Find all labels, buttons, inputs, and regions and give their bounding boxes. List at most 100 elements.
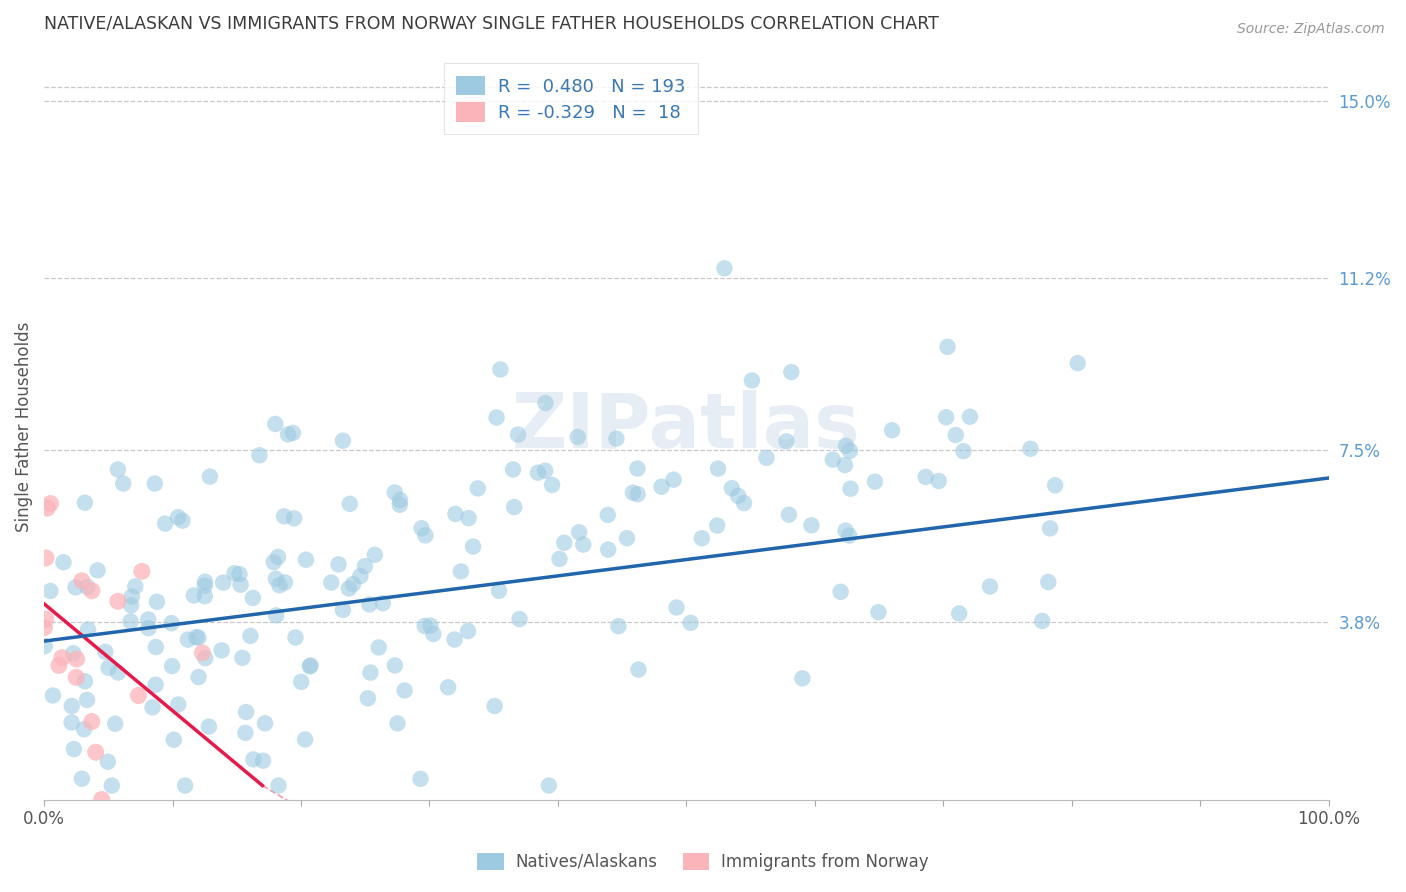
Point xyxy=(839,482,862,496)
Point xyxy=(1019,442,1042,456)
Point xyxy=(145,678,167,692)
Point xyxy=(1043,478,1066,492)
Point xyxy=(146,595,169,609)
Legend: R =  0.480   N = 193, R = -0.329   N =  18: R = 0.480 N = 193, R = -0.329 N = 18 xyxy=(443,63,697,135)
Point xyxy=(298,659,321,673)
Point xyxy=(627,663,650,677)
Point xyxy=(1066,356,1088,370)
Point xyxy=(457,624,479,638)
Point xyxy=(294,732,316,747)
Point xyxy=(145,640,167,654)
Point xyxy=(1039,521,1062,535)
Point xyxy=(283,511,305,525)
Point xyxy=(107,462,129,476)
Point xyxy=(359,665,381,680)
Point xyxy=(419,618,441,632)
Point xyxy=(1031,614,1053,628)
Point xyxy=(273,509,295,524)
Point xyxy=(194,589,217,603)
Point xyxy=(509,612,531,626)
Point xyxy=(60,698,83,713)
Point xyxy=(65,652,87,666)
Point xyxy=(124,579,146,593)
Point xyxy=(935,410,957,425)
Point xyxy=(198,469,221,483)
Point xyxy=(413,619,436,633)
Point xyxy=(800,518,823,533)
Point xyxy=(167,698,190,712)
Point xyxy=(337,582,360,596)
Point xyxy=(936,340,959,354)
Point xyxy=(959,409,981,424)
Point xyxy=(502,462,524,476)
Point xyxy=(713,261,735,276)
Point xyxy=(34,620,56,634)
Point xyxy=(979,579,1001,593)
Point xyxy=(948,607,970,621)
Point xyxy=(264,608,287,623)
Point xyxy=(359,598,381,612)
Point xyxy=(415,528,437,542)
Point xyxy=(755,450,778,465)
Point xyxy=(1038,574,1060,589)
Point xyxy=(411,521,433,535)
Point xyxy=(616,531,638,545)
Point xyxy=(37,501,59,516)
Point xyxy=(172,514,194,528)
Point xyxy=(838,528,860,542)
Point xyxy=(242,591,264,605)
Point xyxy=(211,643,233,657)
Point xyxy=(488,583,510,598)
Point xyxy=(233,726,256,740)
Point xyxy=(952,444,974,458)
Point xyxy=(274,575,297,590)
Point xyxy=(679,615,702,630)
Point xyxy=(73,722,96,736)
Point xyxy=(228,567,250,582)
Point xyxy=(264,417,287,431)
Point xyxy=(394,683,416,698)
Point xyxy=(707,461,730,475)
Point xyxy=(835,439,858,453)
Point xyxy=(160,659,183,673)
Y-axis label: Single Father Households: Single Father Households xyxy=(15,322,32,532)
Point xyxy=(242,752,264,766)
Point xyxy=(174,779,197,793)
Point xyxy=(51,650,73,665)
Point xyxy=(443,632,465,647)
Point xyxy=(357,691,380,706)
Point xyxy=(422,627,444,641)
Point xyxy=(264,572,287,586)
Point xyxy=(349,569,371,583)
Point xyxy=(138,621,160,635)
Point xyxy=(191,646,214,660)
Point xyxy=(60,715,83,730)
Point xyxy=(621,485,644,500)
Point xyxy=(665,600,688,615)
Point xyxy=(541,478,564,492)
Point xyxy=(281,425,304,440)
Point xyxy=(467,482,489,496)
Point xyxy=(42,689,65,703)
Point xyxy=(198,720,221,734)
Point xyxy=(778,508,800,522)
Point xyxy=(167,510,190,524)
Point xyxy=(267,779,290,793)
Point xyxy=(651,480,673,494)
Point xyxy=(371,596,394,610)
Point xyxy=(120,615,142,629)
Point xyxy=(101,779,124,793)
Point xyxy=(97,661,120,675)
Point xyxy=(596,508,619,522)
Point xyxy=(299,658,322,673)
Point xyxy=(86,563,108,577)
Point xyxy=(269,578,291,592)
Point xyxy=(484,699,506,714)
Point xyxy=(112,476,135,491)
Point xyxy=(328,558,350,572)
Point xyxy=(249,448,271,462)
Point xyxy=(39,497,62,511)
Point xyxy=(342,577,364,591)
Point xyxy=(839,443,862,458)
Point xyxy=(607,619,630,633)
